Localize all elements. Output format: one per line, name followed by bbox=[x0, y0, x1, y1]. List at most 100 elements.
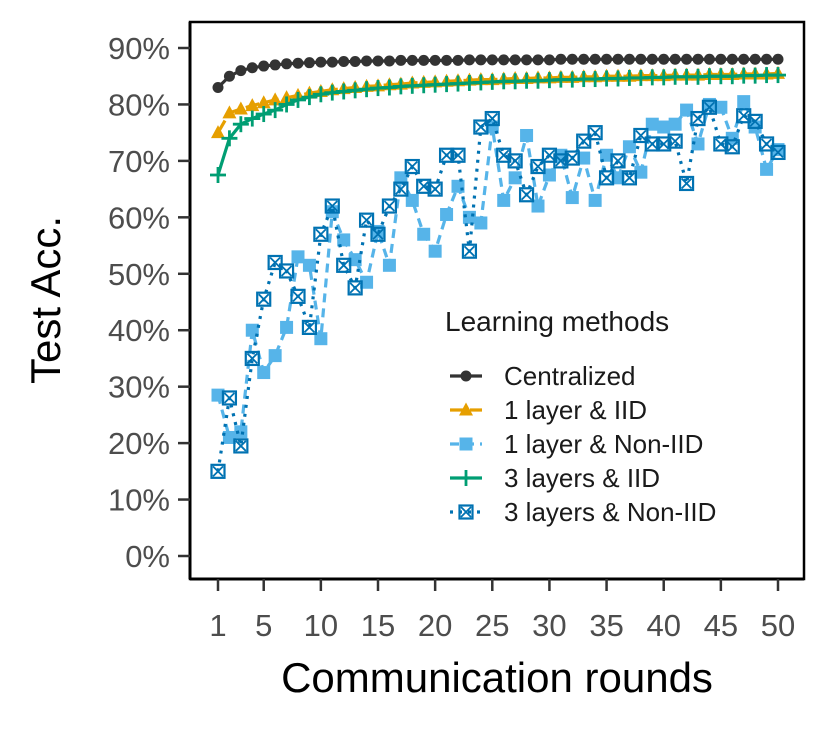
data-point bbox=[644, 136, 660, 152]
legend-label: 3 layers & Non-IID bbox=[504, 497, 716, 527]
series-5 bbox=[210, 99, 786, 479]
legend-key-marker bbox=[459, 437, 473, 451]
y-axis: 0% 10% 20% 30% 40% 50% 60% 70% 80% 90% bbox=[108, 31, 190, 574]
data-point bbox=[681, 53, 693, 65]
x-tick-label: 20 bbox=[418, 608, 452, 643]
y-tick-label: 40% bbox=[108, 313, 170, 348]
data-point bbox=[772, 53, 784, 65]
x-tick-label: 10 bbox=[304, 608, 338, 643]
series-1 bbox=[212, 53, 784, 94]
legend-key-marker bbox=[458, 504, 474, 520]
data-point bbox=[267, 102, 284, 119]
data-point bbox=[326, 56, 338, 68]
data-point bbox=[278, 263, 295, 279]
data-point bbox=[292, 57, 304, 69]
data-point bbox=[738, 53, 750, 65]
data-point bbox=[278, 96, 295, 113]
data-point bbox=[244, 110, 261, 127]
data-point bbox=[621, 170, 638, 186]
data-point bbox=[301, 89, 318, 106]
legend-label: 1 layer & Non-IID bbox=[504, 429, 703, 459]
data-point bbox=[532, 54, 544, 66]
data-point bbox=[760, 162, 774, 176]
y-tick-label: 20% bbox=[108, 426, 170, 461]
data-point bbox=[690, 110, 706, 127]
data-point bbox=[256, 291, 272, 307]
data-point bbox=[770, 67, 786, 84]
data-point bbox=[394, 171, 408, 185]
data-point bbox=[348, 253, 362, 267]
data-point bbox=[337, 233, 351, 247]
data-point bbox=[564, 150, 580, 166]
data-point bbox=[520, 128, 534, 142]
y-tick-label: 30% bbox=[108, 370, 170, 405]
x-tick-label: 35 bbox=[589, 608, 623, 643]
data-point bbox=[441, 54, 453, 66]
data-point bbox=[576, 133, 592, 149]
data-point bbox=[761, 53, 773, 65]
data-point bbox=[669, 53, 681, 65]
data-point bbox=[406, 54, 418, 66]
data-point bbox=[656, 136, 672, 152]
data-point bbox=[221, 130, 238, 147]
data-point bbox=[623, 53, 635, 65]
y-tick-label: 70% bbox=[108, 144, 170, 179]
data-point bbox=[405, 193, 419, 207]
data-point bbox=[633, 127, 649, 144]
data-point bbox=[758, 136, 775, 152]
data-point bbox=[486, 54, 498, 66]
data-point bbox=[314, 332, 328, 346]
data-point bbox=[600, 148, 614, 162]
data-point bbox=[714, 100, 728, 114]
data-point bbox=[737, 95, 751, 109]
data-point bbox=[463, 54, 475, 66]
data-point bbox=[509, 54, 521, 66]
data-point bbox=[382, 258, 396, 272]
legend-title: Learning methods bbox=[445, 306, 669, 337]
data-point bbox=[370, 226, 386, 242]
data-point bbox=[268, 349, 282, 363]
legend-item: 3 layers & Non-IID bbox=[450, 497, 716, 527]
data-point bbox=[601, 53, 613, 65]
y-tick-label: 60% bbox=[108, 200, 170, 235]
data-point bbox=[210, 167, 226, 183]
data-point bbox=[475, 54, 487, 66]
x-tick-label: 5 bbox=[255, 608, 272, 643]
data-point bbox=[530, 158, 546, 175]
series-layer bbox=[210, 53, 786, 479]
x-tick-label: 40 bbox=[646, 608, 680, 643]
data-point bbox=[417, 227, 431, 241]
data-point bbox=[725, 131, 739, 145]
x-tick-label: 15 bbox=[361, 608, 395, 643]
y-tick-label: 0% bbox=[125, 539, 170, 574]
data-point bbox=[451, 179, 465, 193]
data-point bbox=[680, 103, 694, 117]
data-point bbox=[587, 125, 603, 141]
data-point bbox=[484, 110, 500, 127]
data-point bbox=[770, 144, 786, 161]
data-point bbox=[383, 55, 395, 67]
data-point bbox=[233, 101, 248, 115]
data-point bbox=[598, 170, 615, 186]
legend-item: Centralized bbox=[450, 361, 636, 391]
series-4 bbox=[210, 67, 786, 183]
data-point bbox=[324, 198, 340, 214]
data-point bbox=[543, 54, 555, 66]
legend-item: 1 layer & Non-IID bbox=[450, 429, 703, 459]
data-point bbox=[395, 54, 407, 66]
legend-key-marker bbox=[459, 402, 473, 416]
x-tick-label: 25 bbox=[475, 608, 509, 643]
legend: Learning methods Centralized 1 layer & II… bbox=[445, 306, 716, 527]
data-point bbox=[724, 139, 740, 155]
data-point bbox=[313, 226, 329, 242]
legend-item: 1 layer & IID bbox=[450, 395, 647, 425]
data-point bbox=[658, 53, 670, 65]
data-point bbox=[747, 113, 763, 129]
data-point bbox=[703, 53, 715, 65]
data-point bbox=[418, 54, 430, 66]
y-axis-title: Test Acc. bbox=[22, 216, 69, 384]
data-point bbox=[428, 244, 442, 258]
data-point bbox=[645, 117, 659, 131]
data-point bbox=[577, 151, 591, 165]
data-point bbox=[211, 125, 225, 139]
